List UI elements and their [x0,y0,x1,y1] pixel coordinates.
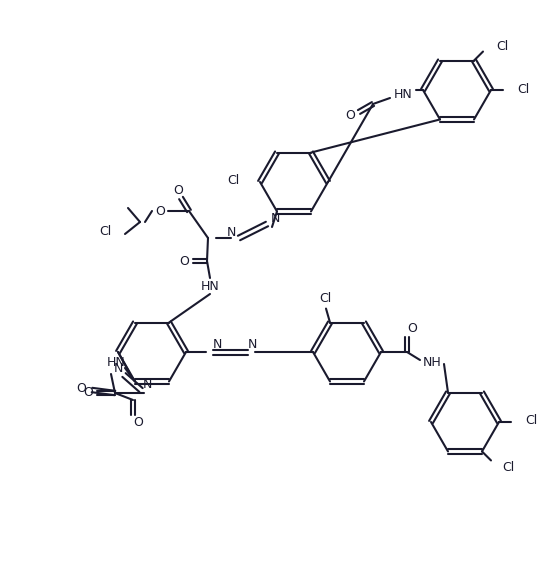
Text: HN: HN [106,356,125,369]
Text: O: O [76,382,86,395]
Text: N: N [247,337,257,351]
Text: Cl: Cl [319,292,331,305]
Text: Cl: Cl [227,174,239,187]
Text: Cl: Cl [100,225,112,237]
Text: N: N [142,378,151,391]
Text: Cl: Cl [525,414,537,427]
Text: O: O [179,254,189,267]
Text: O: O [155,204,165,217]
Text: N: N [212,337,222,351]
Text: Cl: Cl [496,40,508,53]
Text: O: O [345,109,355,122]
Text: HN: HN [200,279,219,292]
Text: N: N [270,212,280,225]
Text: Cl: Cl [517,83,529,96]
Text: O: O [173,183,183,196]
Text: N: N [113,362,123,376]
Text: N: N [226,225,236,238]
Text: O: O [407,323,417,336]
Text: Cl: Cl [502,461,514,474]
Text: HN: HN [394,88,412,101]
Text: NH: NH [422,356,441,369]
Text: O: O [83,386,93,399]
Text: O: O [133,417,143,430]
